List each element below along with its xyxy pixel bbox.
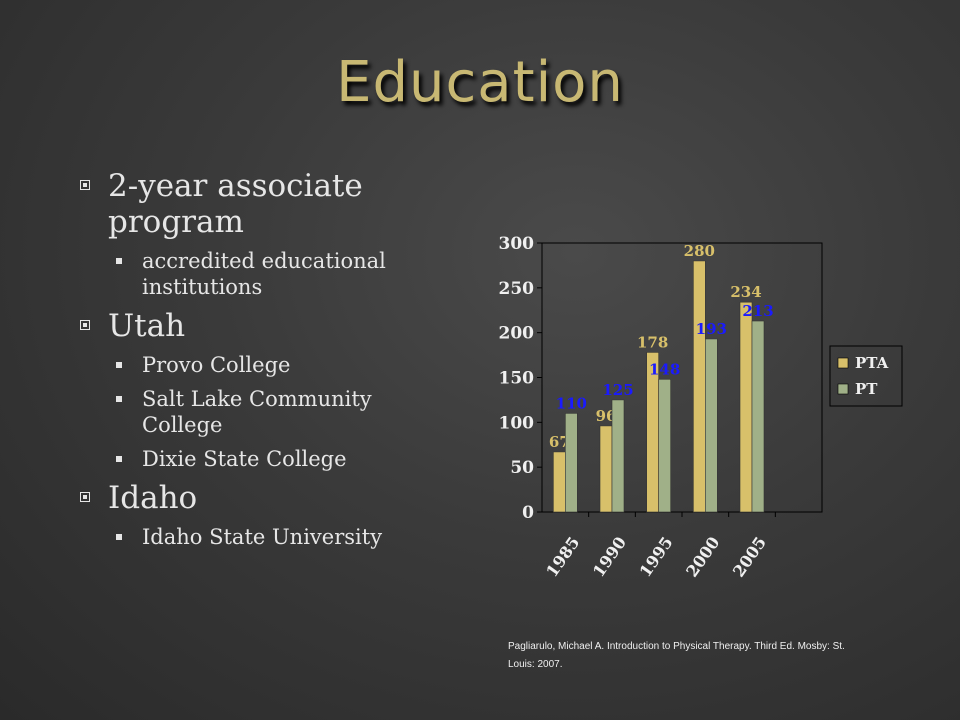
small-square-bullet-icon: [116, 362, 122, 368]
bar-pta-1985: [553, 451, 566, 513]
bullet-idaho: Idaho: [80, 480, 440, 516]
data-label-pta: 178: [637, 333, 668, 351]
sub-bullet-accredited: accredited educational institutions: [80, 248, 440, 300]
y-tick-label: 150: [499, 369, 535, 389]
data-label-pta: 67: [549, 433, 570, 451]
sub-bullet-text: Provo College: [142, 353, 291, 377]
square-bullet-icon: [80, 180, 90, 190]
sub-bullet-text: accredited educational institutions: [142, 249, 386, 299]
bar-pt-1995: [658, 378, 671, 513]
bar-pta-2005: [739, 301, 753, 513]
plot-area-frame: [541, 242, 823, 513]
x-tick-label: 1995: [636, 533, 677, 580]
small-square-bullet-icon: [116, 396, 122, 402]
bar-pt-2005: [751, 320, 765, 513]
legend-swatch-pta: [837, 357, 849, 369]
data-label-pta: 96: [596, 407, 617, 425]
bullet-list: 2-year associate program accredited educ…: [80, 160, 440, 550]
square-bullet-icon: [80, 492, 90, 502]
x-tick-label: 2005: [729, 533, 770, 580]
x-tick-label: 1990: [589, 533, 630, 580]
bar-pta-2000: [693, 260, 706, 513]
y-tick-label: 100: [499, 413, 535, 433]
sub-bullet-provo-college: Provo College: [80, 352, 440, 378]
data-label-pt: 125: [602, 381, 633, 399]
y-tick-label: 300: [499, 234, 535, 254]
bar-chart: 0 50 100 150 200 250 300 67 110 1985 96 125 1990 178 1…: [499, 234, 903, 581]
bullet-associate-program: 2-year associate program: [80, 168, 440, 240]
data-label-pt: 193: [696, 320, 727, 338]
y-tick-label: 200: [499, 324, 535, 344]
data-label-pt: 110: [556, 394, 587, 412]
data-label-pt: 213: [742, 302, 773, 320]
sub-bullet-text: Salt Lake Community College: [142, 387, 372, 437]
sub-bullet-text: Idaho State University: [142, 525, 383, 549]
square-bullet-icon: [80, 320, 90, 330]
data-label-pta: 234: [730, 283, 761, 301]
sub-bullet-salt-lake-cc: Salt Lake Community College: [80, 386, 440, 438]
small-square-bullet-icon: [116, 456, 122, 462]
y-tick-label: 250: [499, 279, 535, 299]
bar-pta-1990: [599, 425, 613, 513]
x-tick-label: 2000: [682, 533, 723, 580]
legend-swatch-pt: [837, 383, 849, 395]
small-square-bullet-icon: [116, 258, 122, 264]
y-tick-label: 50: [510, 458, 534, 478]
bullet-utah: Utah: [80, 308, 440, 344]
legend-box: [829, 345, 903, 407]
legend-label-pta: PTA: [855, 354, 889, 372]
bullet-text: Idaho: [108, 480, 198, 516]
bar-pt-1985: [565, 413, 578, 513]
small-square-bullet-icon: [116, 534, 122, 540]
sub-bullet-dixie-state: Dixie State College: [80, 446, 440, 472]
data-label-pt: 148: [649, 360, 680, 378]
bullet-text: Utah: [108, 308, 186, 344]
sub-bullet-idaho-state: Idaho State University: [80, 524, 440, 550]
slide-title: Education: [336, 50, 624, 115]
bullet-text: 2-year associate program: [108, 168, 363, 240]
legend-label-pt: PT: [855, 380, 878, 398]
sub-bullet-text: Dixie State College: [142, 447, 347, 471]
bar-pt-2000: [705, 338, 718, 513]
x-tick-label: 1985: [542, 533, 583, 580]
data-label-pta: 280: [684, 242, 715, 260]
bar-pt-1990: [611, 399, 625, 513]
y-tick-label: 0: [522, 503, 534, 523]
citation: Pagliarulo, Michael A. Introduction to P…: [508, 641, 845, 670]
